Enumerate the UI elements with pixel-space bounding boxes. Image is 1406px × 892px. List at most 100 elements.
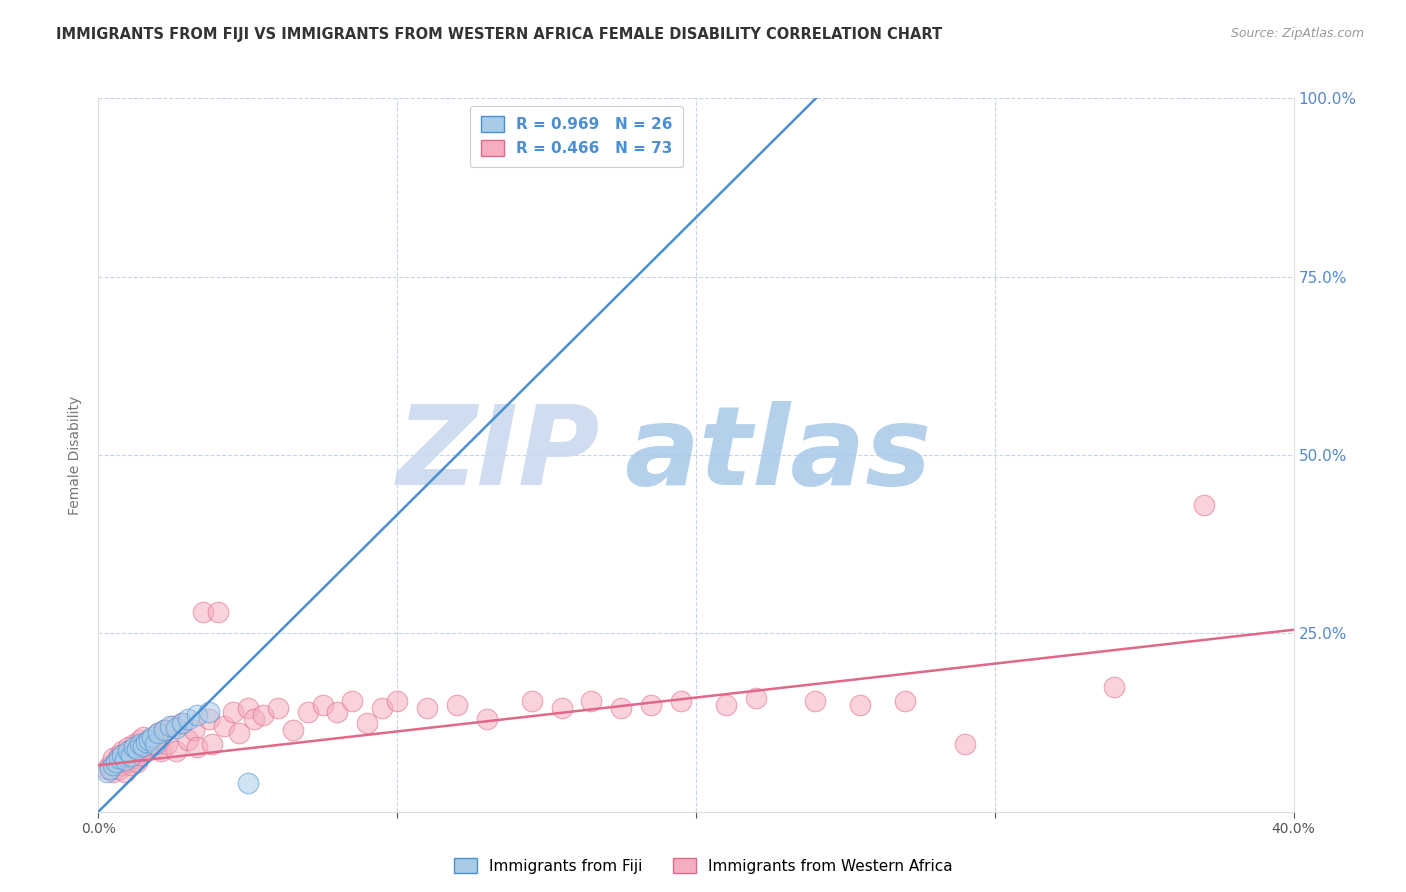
- Point: [117, 744, 139, 758]
- Point: [207, 605, 229, 619]
- Point: [581, 694, 603, 708]
- Point: [143, 740, 166, 755]
- Point: [416, 701, 439, 715]
- Point: [326, 705, 349, 719]
- Point: [186, 708, 208, 723]
- Point: [135, 744, 157, 758]
- Point: [953, 737, 976, 751]
- Point: [124, 751, 146, 765]
- Point: [156, 737, 179, 751]
- Point: [120, 747, 142, 762]
- Point: [243, 712, 266, 726]
- Point: [228, 726, 250, 740]
- Point: [103, 751, 125, 765]
- Point: [150, 744, 173, 758]
- Point: [281, 723, 304, 737]
- Point: [165, 721, 187, 735]
- Y-axis label: Female Disability: Female Disability: [69, 395, 83, 515]
- Point: [111, 747, 134, 762]
- Point: [124, 740, 146, 755]
- Point: [669, 694, 692, 708]
- Point: [172, 715, 194, 730]
- Point: [198, 712, 221, 726]
- Point: [96, 765, 118, 780]
- Point: [162, 719, 184, 733]
- Point: [141, 733, 163, 747]
- Point: [127, 742, 149, 756]
- Point: [117, 740, 139, 755]
- Point: [148, 726, 170, 740]
- Point: [114, 751, 136, 765]
- Point: [148, 726, 170, 740]
- Point: [141, 730, 163, 744]
- Point: [143, 737, 166, 751]
- Point: [117, 755, 139, 769]
- Point: [297, 705, 319, 719]
- Point: [172, 715, 194, 730]
- Text: ZIP: ZIP: [396, 401, 600, 508]
- Point: [385, 694, 409, 708]
- Point: [236, 776, 259, 790]
- Point: [132, 740, 155, 755]
- Point: [132, 730, 155, 744]
- Point: [804, 694, 827, 708]
- Point: [165, 744, 187, 758]
- Point: [183, 723, 205, 737]
- Point: [714, 698, 737, 712]
- Point: [120, 749, 142, 764]
- Point: [1192, 498, 1215, 512]
- Point: [342, 694, 364, 708]
- Point: [191, 605, 214, 619]
- Point: [198, 705, 221, 719]
- Text: atlas: atlas: [624, 401, 932, 508]
- Point: [177, 733, 200, 747]
- Point: [371, 701, 394, 715]
- Point: [640, 698, 662, 712]
- Point: [1104, 680, 1126, 694]
- Point: [108, 762, 131, 776]
- Point: [446, 698, 468, 712]
- Point: [138, 737, 160, 751]
- Point: [153, 723, 176, 737]
- Point: [111, 744, 134, 758]
- Point: [311, 698, 333, 712]
- Point: [127, 744, 149, 758]
- Point: [114, 765, 136, 780]
- Point: [100, 758, 122, 772]
- Point: [610, 701, 633, 715]
- Text: IMMIGRANTS FROM FIJI VS IMMIGRANTS FROM WESTERN AFRICA FEMALE DISABILITY CORRELA: IMMIGRANTS FROM FIJI VS IMMIGRANTS FROM …: [56, 27, 942, 42]
- Point: [267, 701, 290, 715]
- Point: [894, 694, 917, 708]
- Point: [114, 753, 136, 767]
- Point: [201, 737, 224, 751]
- Point: [96, 762, 118, 776]
- Point: [520, 694, 543, 708]
- Point: [129, 747, 152, 762]
- Point: [124, 737, 146, 751]
- Point: [159, 719, 181, 733]
- Point: [129, 733, 152, 747]
- Point: [108, 751, 131, 765]
- Point: [849, 698, 872, 712]
- Point: [186, 740, 208, 755]
- Point: [212, 719, 235, 733]
- Point: [745, 690, 768, 705]
- Point: [236, 701, 259, 715]
- Point: [132, 739, 155, 753]
- Point: [111, 758, 134, 772]
- Legend: Immigrants from Fiji, Immigrants from Western Africa: Immigrants from Fiji, Immigrants from We…: [447, 852, 959, 880]
- Point: [475, 712, 498, 726]
- Point: [127, 755, 149, 769]
- Point: [105, 755, 128, 769]
- Point: [138, 733, 160, 747]
- Point: [135, 735, 157, 749]
- Point: [550, 701, 572, 715]
- Point: [129, 737, 152, 751]
- Point: [105, 755, 128, 769]
- Point: [103, 758, 125, 772]
- Text: Source: ZipAtlas.com: Source: ZipAtlas.com: [1230, 27, 1364, 40]
- Point: [222, 705, 245, 719]
- Point: [252, 708, 274, 723]
- Point: [120, 758, 142, 772]
- Point: [356, 715, 378, 730]
